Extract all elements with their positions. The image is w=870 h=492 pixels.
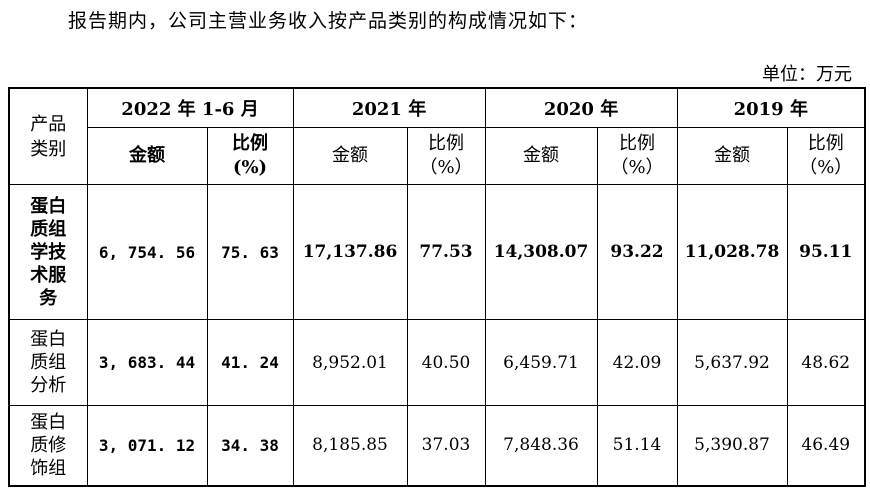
cell-ratio: 40.50 <box>406 319 486 406</box>
cell-amount: 5,637.92 <box>676 319 788 406</box>
cell-ratio: 95.11 <box>786 184 866 320</box>
cell-ratio: 42.09 <box>596 319 678 406</box>
cell-amount: 7,848.36 <box>484 405 598 486</box>
cell-amount: 17,137.86 <box>292 184 408 320</box>
header-year-2019: 2019 年 <box>676 87 866 128</box>
cell-amount: 3, 071. 12 <box>86 405 208 486</box>
header-amount: 金额 <box>292 127 408 185</box>
cell-amount: 6,459.71 <box>484 319 598 406</box>
header-ratio: 比例 （%） <box>596 127 678 185</box>
unit-label: 单位：万元 <box>762 64 852 85</box>
cell-ratio: 75. 63 <box>206 184 294 320</box>
cell-amount: 8,185.85 <box>292 405 408 486</box>
row-category: 蛋白 质修 饰组 <box>8 405 88 486</box>
row-category: 蛋白 质组 分析 <box>8 319 88 406</box>
cell-ratio: 46.49 <box>786 405 866 486</box>
header-ratio: 比例 (%) <box>206 127 294 185</box>
cell-amount: 14,308.07 <box>484 184 598 320</box>
cell-amount: 6, 754. 56 <box>86 184 208 320</box>
cell-ratio: 34. 38 <box>206 405 294 486</box>
intro-text: 报告期内，公司主营业务收入按产品类别的构成情况如下： <box>68 10 589 32</box>
table-row: 蛋白 质组 学技 术服务 6, 754. 56 75. 63 17,137.86 77… <box>8 184 866 320</box>
row-category: 蛋白 质组 学技 术服务 <box>8 184 88 320</box>
header-year-2021: 2021 年 <box>292 87 486 128</box>
header-year-2020: 2020 年 <box>484 87 678 128</box>
cell-ratio: 48.62 <box>786 319 866 406</box>
header-ratio: 比例 （%） <box>786 127 866 185</box>
header-amount: 金额 <box>484 127 598 185</box>
cell-ratio: 93.22 <box>596 184 678 320</box>
cell-ratio: 77.53 <box>406 184 486 320</box>
cell-ratio: 37.03 <box>406 405 486 486</box>
header-category: 产品 类别 <box>8 87 88 185</box>
cell-ratio: 41. 24 <box>206 319 294 406</box>
header-amount: 金额 <box>86 127 208 185</box>
header-amount: 金额 <box>676 127 788 185</box>
header-year-2022h1: 2022 年 1-6 月 <box>86 87 294 128</box>
revenue-table: 产品 类别 2022 年 1-6 月 2021 年 2020 年 2019 年 金… <box>8 87 867 487</box>
cell-amount: 5,390.87 <box>676 405 788 486</box>
table-row: 蛋白 质组 分析 3, 683. 44 41. 24 8,952.01 40.50 … <box>8 319 866 406</box>
cell-ratio: 51.14 <box>596 405 678 486</box>
cell-amount: 8,952.01 <box>292 319 408 406</box>
header-ratio: 比例 （%） <box>406 127 486 185</box>
cell-amount: 3, 683. 44 <box>86 319 208 406</box>
table-row: 蛋白 质修 饰组 3, 071. 12 34. 38 8,185.85 37.03 … <box>8 405 866 486</box>
cell-amount: 11,028.78 <box>676 184 788 320</box>
